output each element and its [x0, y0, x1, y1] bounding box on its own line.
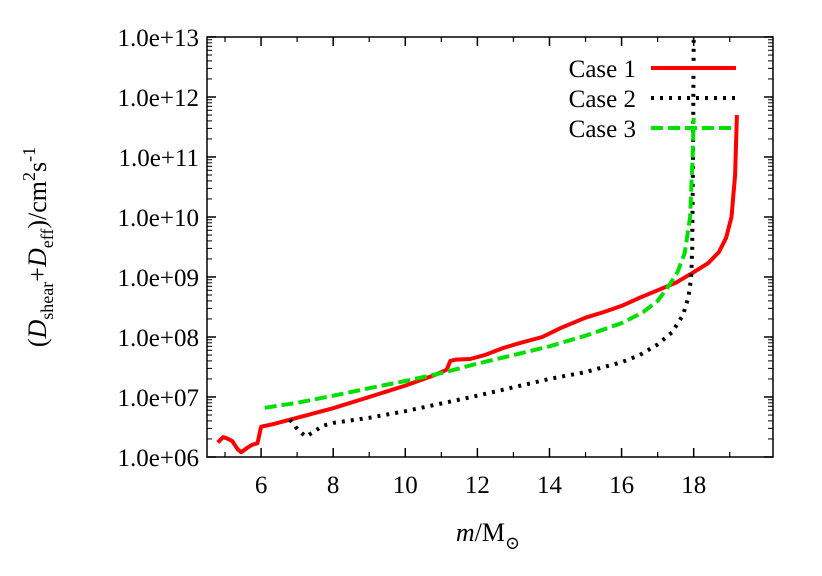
y-axis-title-sub-shear: shear — [37, 282, 57, 320]
y-tick-label: 1.0e+06 — [118, 445, 199, 472]
y-tick-label: 1.0e+11 — [118, 145, 199, 172]
plot-frame — [206, 36, 774, 458]
y-tick-label: 1.0e+07 — [118, 385, 199, 412]
series-layer — [216, 37, 739, 455]
y-tick-label: 1.0e+12 — [118, 85, 199, 112]
y-axis-title-sub-eff: eff — [37, 229, 57, 249]
x-axis-title-sun-symbol: ⊙ — [505, 533, 520, 553]
x-tick-label: 12 — [465, 472, 490, 499]
y-tick-label: 1.0e+08 — [118, 325, 199, 352]
x-tick-label: 18 — [681, 472, 706, 499]
y-tick-label: 1.0e+09 — [118, 265, 199, 292]
x-axis-title: m/M⊙ — [456, 518, 520, 553]
legend-label-case-2: Case 2 — [569, 86, 636, 113]
x-tick-label: 10 — [393, 472, 418, 499]
ticks-layer — [207, 36, 773, 458]
y-tick-label: 1.0e+10 — [118, 205, 199, 232]
y-axis-title-sup-2: 2 — [19, 172, 39, 181]
y-axis-title-plus: + — [23, 267, 52, 282]
series-line-case-3 — [264, 117, 696, 410]
legend-label-case-3: Case 3 — [569, 116, 636, 143]
y-axis-title-sup-minus-one: -1 — [19, 147, 39, 162]
x-tick-label: 6 — [255, 472, 268, 499]
legend-label-case-1: Case 1 — [569, 56, 636, 83]
x-axis-title-mass-symbol: M — [482, 518, 505, 547]
y-axis-title-unit: )/cm — [23, 181, 52, 229]
x-tick-label: 8 — [327, 472, 340, 499]
x-axis-title-variable: m — [456, 518, 475, 547]
y-axis-title-d-shear: D — [23, 319, 52, 339]
x-tick-label: 16 — [609, 472, 634, 499]
y-axis-title-d-eff: D — [23, 248, 52, 268]
y-tick-label: 1.0e+13 — [118, 25, 199, 52]
y-axis-title-open: ( — [23, 338, 52, 347]
x-axis-title-slash: / — [475, 518, 483, 547]
tick-labels-layer: 6 8 10 12 14 16 18 1.0e+06 1.0e+07 1.0e+08 1.0e+09… — [118, 25, 707, 499]
y-axis-title-s: s — [23, 162, 52, 172]
x-tick-label: 14 — [537, 472, 563, 499]
legend: Case 1 Case 2 Case 3 — [569, 56, 736, 143]
y-axis-title: (Dshear+Deff)/cm2s-1 — [19, 147, 57, 347]
